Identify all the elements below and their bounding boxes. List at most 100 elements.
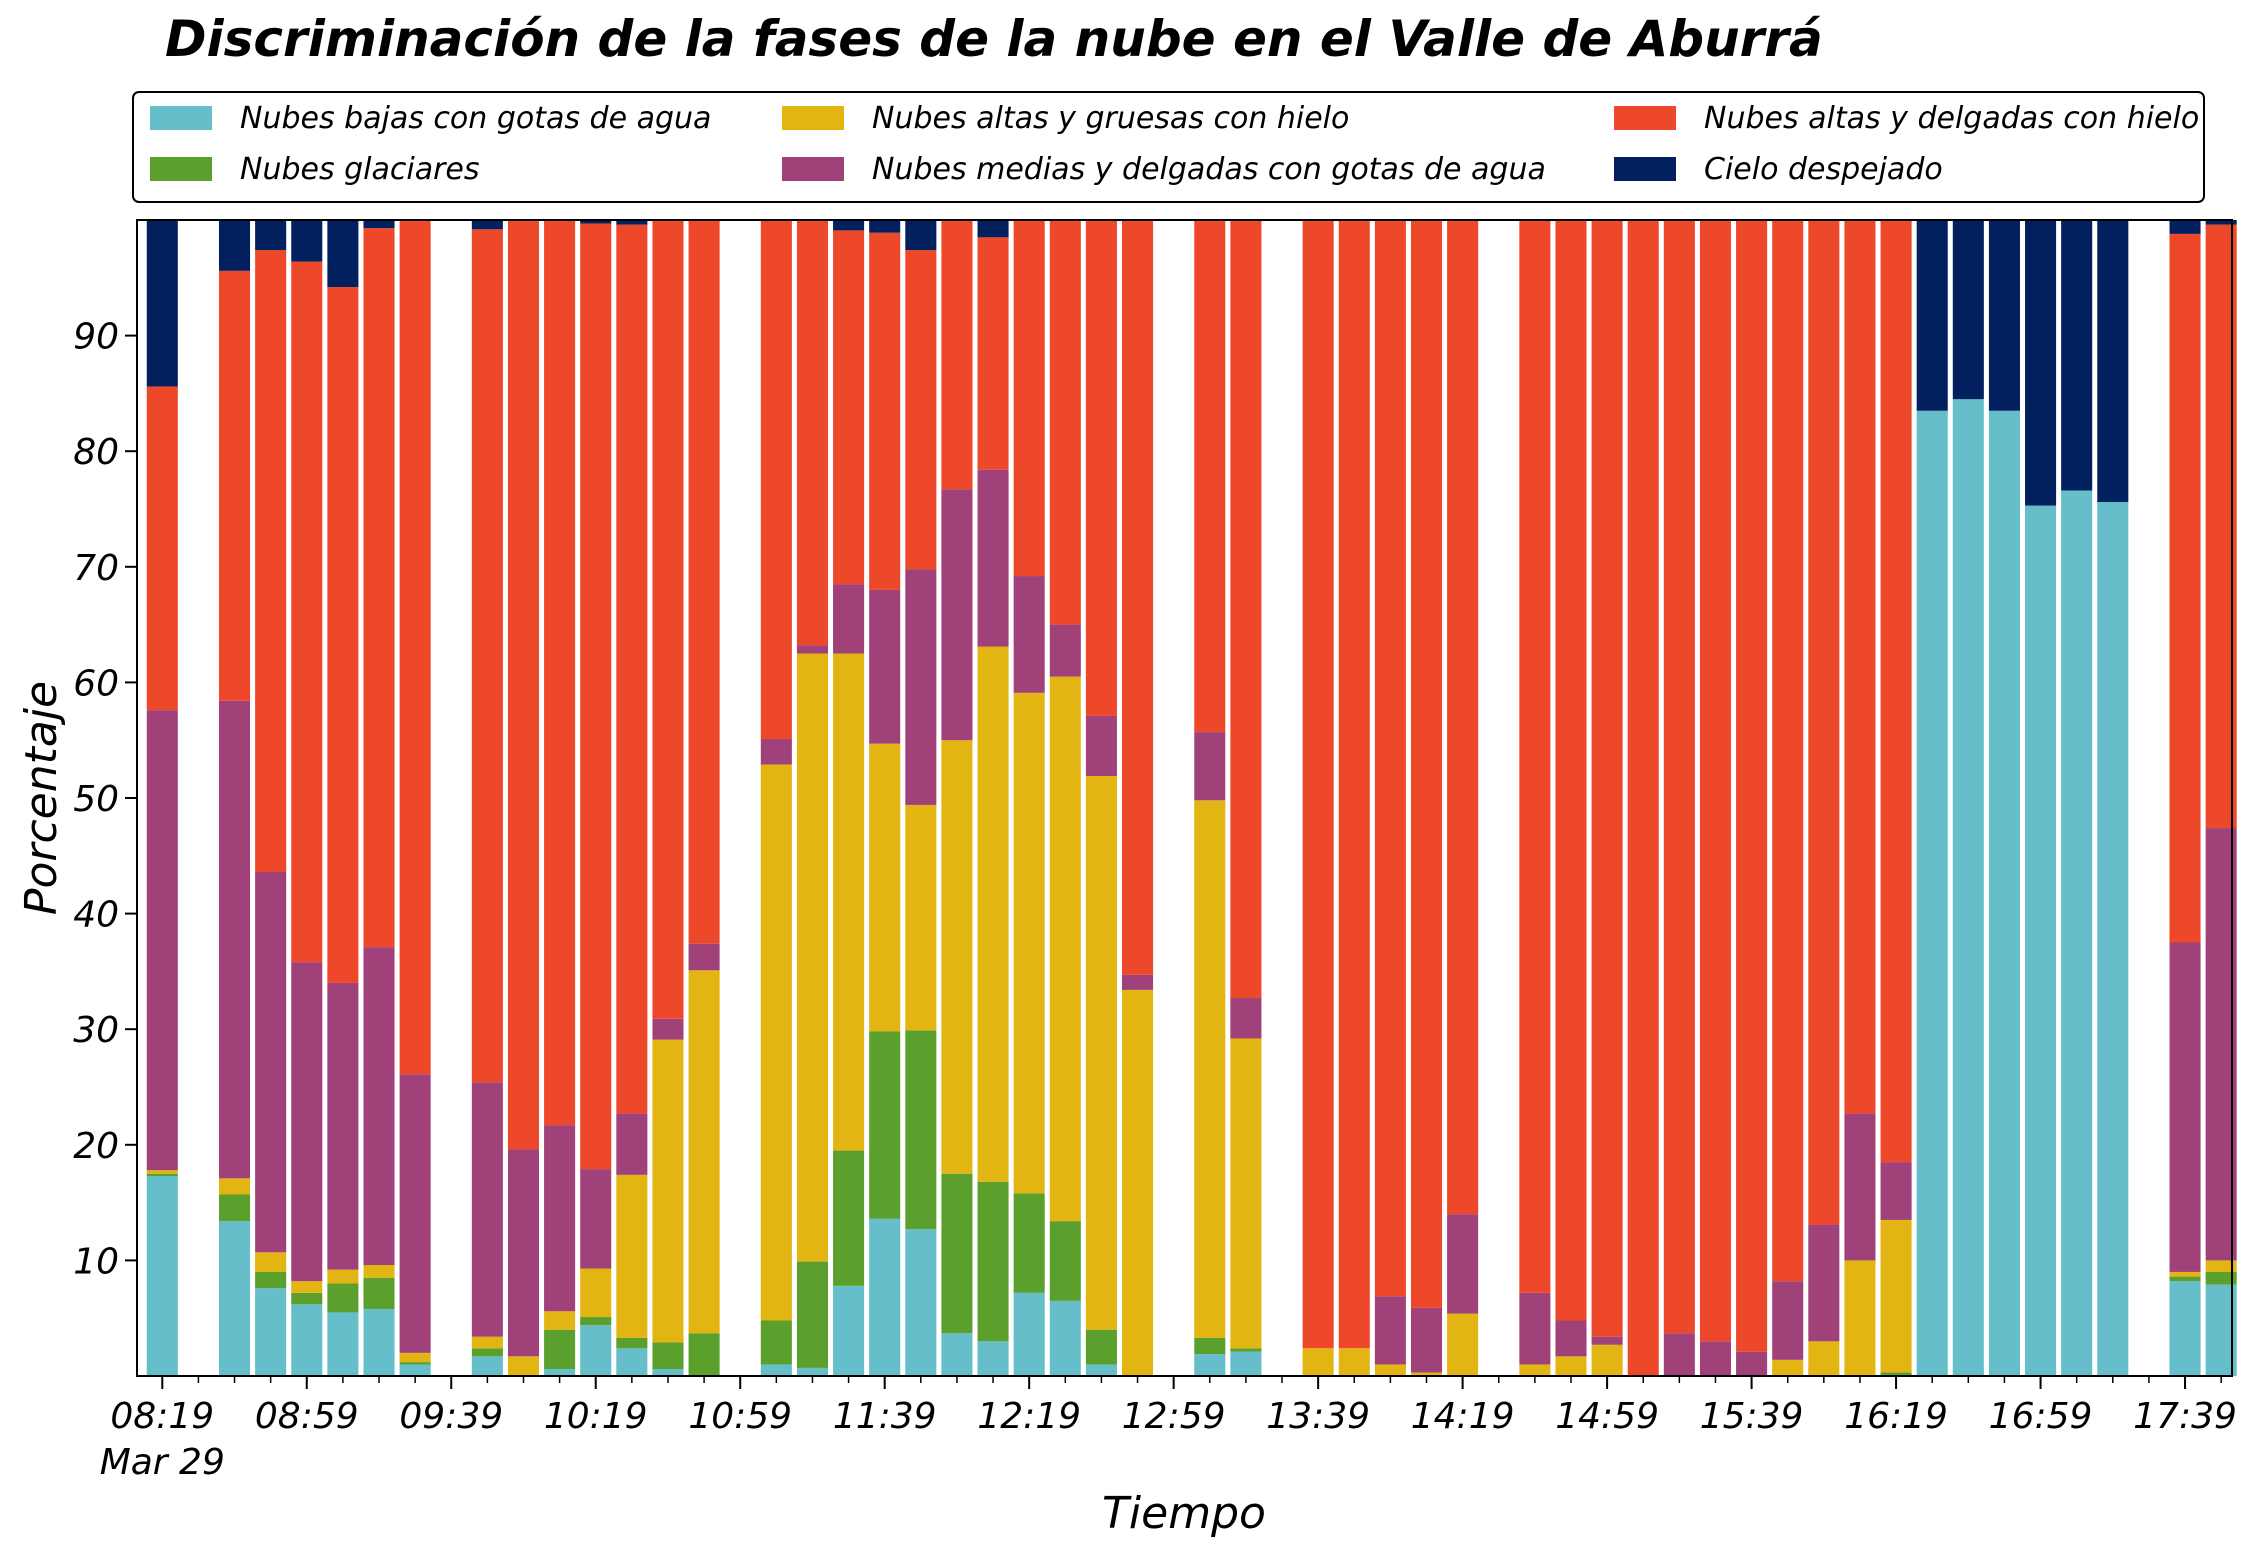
bar-segment xyxy=(1916,220,1948,411)
bar-stack xyxy=(869,220,901,1376)
bar-stack xyxy=(1808,220,1840,1376)
x-tick-label: 15:39 xyxy=(1700,1396,1804,1437)
y-axis-label: Porcentaje xyxy=(16,681,67,915)
bar-segment xyxy=(471,1082,503,1337)
bar-segment xyxy=(1916,410,1948,1376)
legend-frame xyxy=(132,91,2205,203)
y-tick-label: 40 xyxy=(73,895,119,936)
bar-segment xyxy=(869,220,901,233)
legend-label: Cielo despejado xyxy=(1704,152,1943,187)
bar-segment xyxy=(471,220,503,230)
bar-segment xyxy=(1663,1333,1695,1376)
bar-segment xyxy=(941,1173,973,1334)
bar-segment xyxy=(1230,1351,1262,1376)
bar-segment xyxy=(1085,715,1117,777)
bar-segment xyxy=(2169,220,2201,234)
bar-segment xyxy=(544,1311,576,1330)
bar-segment xyxy=(616,1348,648,1376)
bar-stack xyxy=(977,220,1009,1376)
x-tick-label: 16:59 xyxy=(1989,1396,2093,1437)
bar-segment xyxy=(977,469,1009,647)
bar-segment xyxy=(255,250,287,872)
bar-segment xyxy=(1013,692,1045,1194)
bar-segment xyxy=(1122,974,1154,990)
bar-segment xyxy=(833,584,865,654)
bar-segment xyxy=(941,489,973,741)
bar-stack xyxy=(146,220,178,1376)
bar-segment xyxy=(327,220,359,288)
bar-segment xyxy=(1519,1292,1551,1365)
bar-segment xyxy=(1410,1307,1443,1373)
bar-segment xyxy=(1952,399,1984,1376)
bar-segment xyxy=(1122,220,1154,975)
x-tick-label: 09:39 xyxy=(399,1396,503,1437)
bar-segment xyxy=(760,1320,792,1365)
bar-segment xyxy=(1085,220,1117,716)
bar-segment xyxy=(2169,942,2201,1272)
bar-segment xyxy=(760,220,792,740)
bar-segment xyxy=(2061,220,2093,491)
bar-stack xyxy=(1880,220,1912,1376)
bar-segment xyxy=(507,1356,540,1376)
bar-segment xyxy=(1374,220,1406,1297)
bar-segment xyxy=(580,220,612,224)
bar-segment xyxy=(291,1281,323,1293)
x-tick-label: 17:39 xyxy=(2133,1396,2237,1437)
bar-segment xyxy=(905,250,937,570)
x-axis: 08:19 Mar 29 08:59 09:39 10:19 10:59 11:39 12:1… xyxy=(100,1376,2237,1483)
bar-segment xyxy=(1772,220,1804,1282)
bar-segment xyxy=(1952,220,1984,400)
bar-segment xyxy=(688,943,720,971)
bar-segment xyxy=(977,1341,1009,1376)
bar-stack xyxy=(833,220,865,1376)
legend-label: Nubes glaciares xyxy=(240,152,480,187)
legend-label: Nubes altas y delgadas con hielo xyxy=(1704,101,2199,136)
bar-segment xyxy=(1808,220,1840,1225)
bar-stack xyxy=(1085,220,1117,1376)
bar-stack xyxy=(1230,220,1262,1376)
bar-segment xyxy=(1338,220,1370,1349)
bar-stack xyxy=(688,220,720,1376)
bar-segment xyxy=(2025,505,2057,1376)
chart-title: Discriminación de la fases de la nube en… xyxy=(165,10,1823,68)
bar-segment xyxy=(363,1308,395,1376)
bar-segment xyxy=(1410,220,1443,1308)
bar-stack xyxy=(291,220,323,1376)
bar-segment xyxy=(652,220,684,1019)
bar-segment xyxy=(977,646,1009,1182)
bar-stack xyxy=(2061,220,2093,1376)
bar-segment xyxy=(2205,220,2237,225)
bar-stack xyxy=(255,220,287,1376)
bar-segment xyxy=(1049,220,1081,625)
bar-stack xyxy=(1447,220,1479,1376)
legend-swatch xyxy=(1614,157,1676,181)
bar-segment xyxy=(255,220,287,251)
bar-stack xyxy=(1663,220,1695,1376)
x-tick-label: 12:19 xyxy=(977,1396,1081,1437)
x-axis-label: Tiempo xyxy=(1102,1488,1266,1539)
bar-stack xyxy=(1410,220,1443,1376)
bar-segment xyxy=(1374,1296,1406,1365)
bar-segment xyxy=(1736,1351,1768,1376)
bar-segment xyxy=(977,220,1009,238)
legend-swatch xyxy=(150,106,212,130)
x-tick-label: 12:59 xyxy=(1122,1396,1226,1437)
legend-swatch xyxy=(1614,106,1676,130)
bar-segment xyxy=(218,1178,251,1195)
bar-stack xyxy=(1555,220,1587,1376)
bar-segment xyxy=(652,1018,684,1040)
bar-segment xyxy=(796,1367,828,1376)
bar-segment xyxy=(1302,220,1334,1349)
bar-segment xyxy=(327,982,359,1270)
legend-items: Nubes bajas con gotas de agua Nubes glaci… xyxy=(150,101,2199,187)
y-tick-label: 60 xyxy=(73,663,119,704)
bar-segment xyxy=(363,220,395,229)
bar-stack xyxy=(1627,220,1659,1376)
y-tick-label: 90 xyxy=(73,317,119,358)
bar-segment xyxy=(1880,1372,1912,1376)
bar-segment xyxy=(652,1342,684,1370)
bar-stack xyxy=(941,220,973,1376)
x-tick-label: 10:59 xyxy=(688,1396,792,1437)
bar-stack xyxy=(2097,220,2129,1376)
bar-segment xyxy=(1230,1348,1262,1352)
